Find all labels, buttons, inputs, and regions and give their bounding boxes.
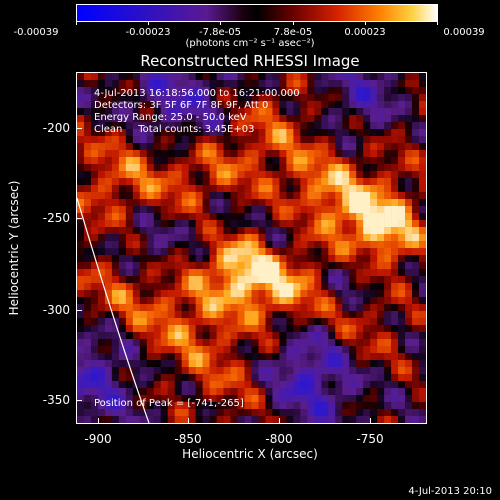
- info-detectors: Detectors: 3F 5F 6F 7F 8F 9F, Att 0: [94, 100, 269, 111]
- colorbar-tick-label: 0.00039: [443, 27, 485, 38]
- colorbar: [76, 4, 438, 22]
- info-energy-range: Energy Range: 25.0 - 50.0 keV: [94, 112, 247, 123]
- colorbar-tickmark: [220, 22, 221, 25]
- colorbar-tick-label: 0.00023: [344, 27, 386, 38]
- x-tick-label: -850: [174, 432, 202, 446]
- x-tickmark: [370, 418, 371, 424]
- x-tick-label: -900: [84, 432, 112, 446]
- y-tickmark: [76, 310, 82, 311]
- colorbar-tickmark: [76, 22, 77, 25]
- y-tick-label: -250: [42, 211, 70, 225]
- y-tick-label: -300: [42, 303, 70, 317]
- image-plot: [76, 72, 427, 424]
- x-tick-label: -750: [356, 432, 384, 446]
- colorbar-tick-label: -7.8e-05: [199, 27, 241, 38]
- y-tick-label: -350: [42, 393, 70, 407]
- y-tickmark: [76, 400, 82, 401]
- colorbar-tickmark: [437, 22, 438, 25]
- footer-timestamp: 4-Jul-2013 20:10: [408, 486, 492, 497]
- colorbar-tick-label: -0.00023: [125, 27, 171, 38]
- y-tick-label: -200: [42, 121, 70, 135]
- colorbar-tickmark: [365, 22, 366, 25]
- colorbar-tick-label: -0.00039: [13, 27, 59, 38]
- x-tickmark: [279, 418, 280, 424]
- y-axis-label: Heliocentric Y (arcsec): [7, 180, 21, 316]
- x-tickmark: [98, 418, 99, 424]
- colorbar-tickmark: [293, 22, 294, 25]
- x-tickmark: [188, 418, 189, 424]
- info-peak-position: Position of Peak = [-741,-265]: [94, 398, 244, 409]
- info-method-counts: Clean Total counts: 3.45E+03: [94, 124, 255, 135]
- colorbar-units: (photons cm⁻² s⁻¹ asec⁻²): [185, 38, 315, 49]
- solar-limb-line: [77, 197, 150, 423]
- colorbar-tickmark: [148, 22, 149, 25]
- plot-title: Reconstructed RHESSI Image: [140, 52, 360, 70]
- info-time-range: 4-Jul-2013 16:18:56.000 to 16:21:00.000: [94, 88, 300, 99]
- x-axis-label: Heliocentric X (arcsec): [182, 447, 318, 461]
- rhessi-image-map: [77, 73, 426, 423]
- y-tickmark: [76, 218, 82, 219]
- x-tick-label: -800: [265, 432, 293, 446]
- colorbar-tick-label: 7.8e-05: [273, 27, 313, 38]
- y-tickmark: [76, 128, 82, 129]
